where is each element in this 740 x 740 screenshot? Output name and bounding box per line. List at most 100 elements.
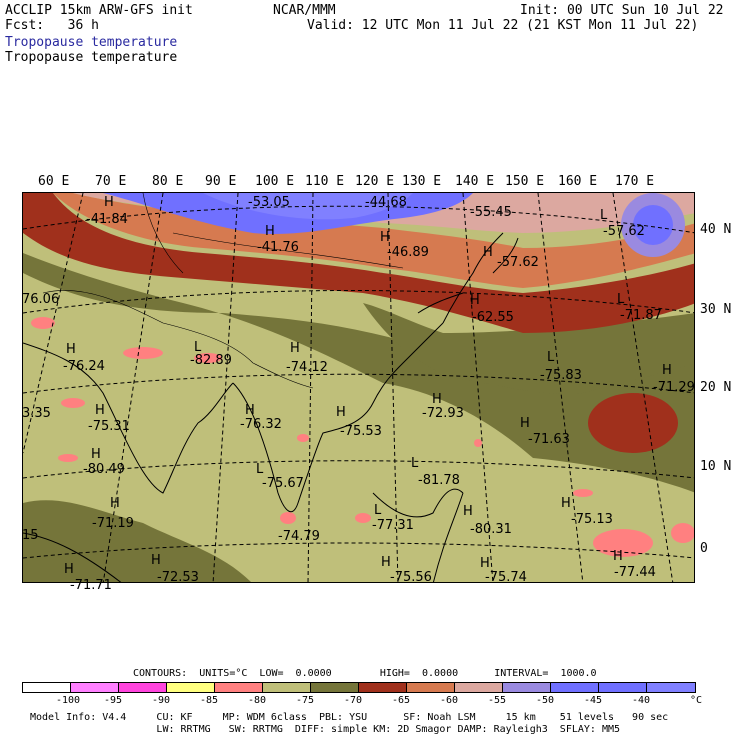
marker-value: 15 (22, 528, 39, 543)
marker-value: -55.45 (470, 205, 512, 220)
marker-value: -77.31 (372, 518, 414, 533)
marker-value: -72.93 (422, 406, 464, 421)
colorbar-swatch (599, 683, 647, 692)
marker-value: -41.76 (257, 240, 299, 255)
colorbar-swatch (647, 683, 695, 692)
blue-vortex (633, 205, 673, 245)
marker-value: -71.63 (528, 432, 570, 447)
marker-letter: H (470, 293, 480, 308)
borders (42, 193, 404, 389)
latitude-label: 0 (700, 541, 708, 556)
marker-letter: H (95, 403, 105, 418)
cold-speckles (31, 317, 694, 557)
colorbar-swatch (215, 683, 263, 692)
marker-letter: H (432, 392, 442, 407)
longitude-label: 70 E (95, 174, 127, 189)
marker-value: -74.79 (278, 529, 320, 544)
marker-letter: H (64, 562, 74, 577)
colorbar-swatch (359, 683, 407, 692)
marker-value: -81.78 (418, 473, 460, 488)
marker-value: -41.84 (86, 212, 128, 227)
colorbar-swatch (71, 683, 119, 692)
marker-value: -76.24 (63, 359, 105, 374)
marker-value: -76.32 (240, 417, 282, 432)
marker-letter: H (104, 195, 114, 210)
latitude-label: 40 N (700, 222, 732, 237)
marker-letter: L (256, 462, 264, 477)
marker-value: -57.62 (497, 255, 539, 270)
colorbar-tick-label: -45 (584, 695, 603, 706)
marker-letter: H (245, 403, 255, 418)
marker-letter: H (520, 416, 530, 431)
marker-letter: L (411, 456, 419, 471)
model-title: ACCLIP 15km ARW-GFS init (5, 3, 193, 18)
marker-value: -75.31 (88, 419, 130, 434)
valid-time: Valid: 12 UTC Mon 11 Jul 22 (21 KST Mon … (307, 18, 699, 33)
marker-value: -75.67 (262, 476, 304, 491)
marker-value: -75.53 (340, 424, 382, 439)
longitude-label: 170 E (615, 174, 655, 189)
colorbar-tick-label: -55 (488, 695, 507, 706)
contours-info: CONTOURS: UNITS=°C LOW= 0.0000 HIGH= 0.0… (133, 668, 597, 679)
marker-value: -71.19 (92, 516, 134, 531)
marker-letter: H (381, 555, 391, 570)
graticule (23, 193, 694, 582)
blue-region-core (203, 193, 413, 220)
marker-value: -75.74 (485, 570, 527, 585)
longitude-label: 100 E (255, 174, 295, 189)
colorbar-unit: °C (690, 695, 703, 706)
coastlines (23, 232, 519, 582)
dark-red-blob (588, 393, 678, 453)
colorbar-tick-label: -75 (296, 695, 315, 706)
marker-value: -77.44 (614, 565, 656, 580)
colorbar-tick-label: -90 (152, 695, 171, 706)
longitude-label: 80 E (152, 174, 184, 189)
center-label: NCAR/MMM (273, 3, 336, 18)
colorbar-tick-label: -70 (344, 695, 363, 706)
colorbar-swatch (455, 683, 503, 692)
forecast-hour: Fcst: 36 h (5, 18, 99, 33)
marker-letter: H (561, 496, 571, 511)
marker-letter: H (463, 504, 473, 519)
marker-value: -75.13 (571, 512, 613, 527)
latitude-label: 10 N (700, 459, 732, 474)
dark-red-band (23, 193, 694, 333)
field-title: Tropopause temperature (5, 50, 178, 65)
marker-letter: H (66, 342, 76, 357)
marker-value: -74.12 (286, 360, 328, 375)
marker-value: -44.68 (365, 195, 407, 210)
dark-olive-band-2 (363, 303, 694, 394)
model-info-line1: Model Info: V4.4 CU: KF MP: WDM 6class P… (30, 712, 669, 723)
marker-value: -71.29 (653, 380, 695, 395)
colorbar-tick-label: -50 (536, 695, 555, 706)
colorbar-swatch (407, 683, 455, 692)
colorbar (22, 682, 696, 693)
model-info-line2: LW: RRTMG SW: RRTMG DIFF: simple KM: 2D … (30, 724, 621, 735)
colorbar-tick-label: -65 (392, 695, 411, 706)
marker-value: -71.87 (620, 308, 662, 323)
marker-letter: H (91, 447, 101, 462)
colorbar-swatch (263, 683, 311, 692)
map-panel (22, 192, 695, 583)
latitude-label: 30 N (700, 302, 732, 317)
colorbar-tick-label: -40 (632, 695, 651, 706)
colorbar-tick-label: -100 (56, 695, 81, 706)
longitude-label: 140 E (455, 174, 495, 189)
colorbar-tick-label: -60 (440, 695, 459, 706)
colorbar-tick-label: -95 (104, 695, 123, 706)
colorbar-tick-label: -85 (200, 695, 219, 706)
marker-value: -72.53 (157, 570, 199, 585)
marker-value: -71.71 (70, 578, 112, 593)
dark-olive-sw (23, 500, 251, 582)
marker-letter: H (380, 230, 390, 245)
marker-letter: H (265, 224, 275, 239)
marker-letter: H (336, 405, 346, 420)
dark-olive-band (23, 253, 694, 493)
longitude-label: 110 E (305, 174, 345, 189)
marker-value: -82.89 (190, 353, 232, 368)
init-time: Init: 00 UTC Sun 10 Jul 22 (520, 3, 724, 18)
marker-letter: H (290, 341, 300, 356)
marker-letter: L (194, 340, 202, 355)
marker-letter: L (600, 208, 608, 223)
longitude-label: 60 E (38, 174, 70, 189)
